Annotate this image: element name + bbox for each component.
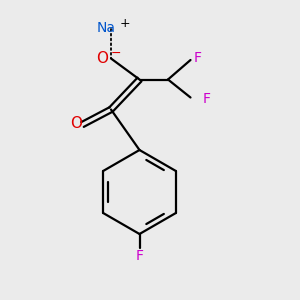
Text: F: F xyxy=(136,249,143,262)
Text: F: F xyxy=(203,92,211,106)
Text: +: + xyxy=(120,16,131,30)
Text: O: O xyxy=(70,116,83,130)
Text: −: − xyxy=(111,46,122,60)
Text: Na: Na xyxy=(97,21,116,35)
Text: O: O xyxy=(97,51,109,66)
Text: F: F xyxy=(194,52,202,65)
